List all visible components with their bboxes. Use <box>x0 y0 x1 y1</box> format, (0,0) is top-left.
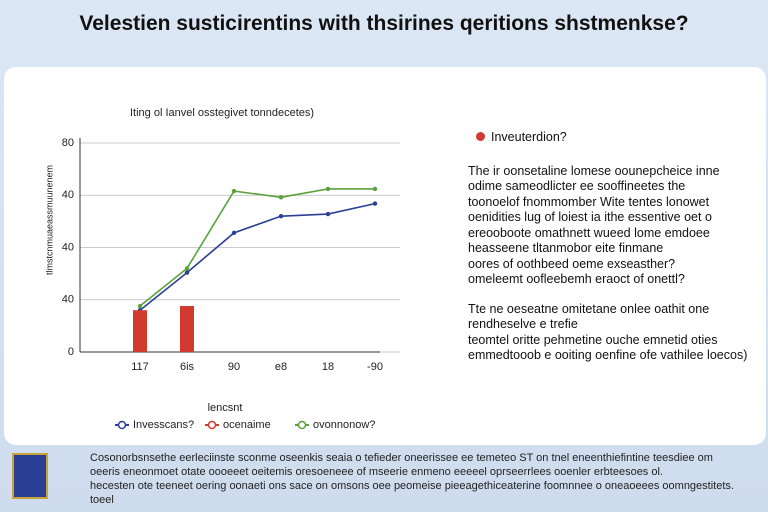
point <box>372 186 378 192</box>
line <box>139 188 375 307</box>
bar <box>180 306 194 352</box>
text-line: odime sameodlicter ee sooffineetes the <box>468 179 686 193</box>
y-tick-label: 40 <box>62 189 74 201</box>
x-tick-label: 18 <box>322 361 334 373</box>
text-line: oores of oothbeed oeme exseasther? <box>468 256 676 271</box>
footer-line: hecesten ote teeneet oering oonaeti ons … <box>90 480 734 492</box>
x-tick-label: -90 <box>367 361 383 373</box>
panel-heading: Inveuterdion? <box>476 130 758 146</box>
text-line: ereooboote omathnett wueed lome emdoee <box>468 225 710 240</box>
footer-line: oeeris eneonmoet otate oooeeet oeitemis … <box>90 466 663 478</box>
legend-label: ovonnonow? <box>313 419 375 431</box>
text-line: rendheselve e trefie <box>468 317 578 331</box>
point <box>278 213 284 219</box>
y-tick-label: 40 <box>62 294 74 306</box>
point <box>325 186 331 192</box>
text-line: teomtel oritte pehmetine ouche emnetid o… <box>468 332 718 347</box>
footer: Cosonorbsnsethe eerleciinste sconme osee… <box>90 451 760 507</box>
paragraph: Tte ne oeseatne omitetane onlee oathit o… <box>468 302 758 364</box>
text-line: heasseene tltanmobor eite finmane <box>468 241 664 255</box>
point <box>372 201 378 206</box>
x-tick-label: 6is <box>180 361 195 373</box>
x-axis-label: lencsnt <box>208 402 243 414</box>
legend-label: ocenaime <box>223 419 271 431</box>
legend-swatch <box>117 420 127 430</box>
icon <box>12 453 48 499</box>
text-line: oenidities lug of loiest ia ithe essenti… <box>468 210 712 224</box>
text-line: omeleemt oofleebemh eraoct of onettl? <box>468 272 685 286</box>
paragraph: The ir oonsetaline lomese oounepcheice i… <box>468 164 758 288</box>
point <box>137 303 143 309</box>
chart-title: Iting ol Ianvel osstegivet tonndecetes) <box>130 107 314 119</box>
legend-swatch <box>207 420 217 430</box>
text-line: emmedtooob e ooiting oenfine ofe vathile… <box>468 348 748 362</box>
page-title: Velestien susticirentins with thsirines … <box>79 12 689 35</box>
bar <box>133 310 147 352</box>
x-tick-label: e8 <box>275 361 287 373</box>
line <box>139 202 376 311</box>
point <box>184 266 190 271</box>
text-line: toonoelof fnommomber Wite tentes lonowet <box>468 194 710 209</box>
y-tick-label: 40 <box>62 241 74 253</box>
point <box>231 230 237 236</box>
point <box>184 270 190 275</box>
point <box>231 188 237 194</box>
y-axis-label: tlmstcnmuaeassmuunenem <box>44 165 54 275</box>
footer-line: Cosonorbsnsethe eerleciinste sconme osee… <box>90 452 713 464</box>
x-tick-label: 90 <box>228 361 240 373</box>
legend-label: Invesscans? <box>133 419 194 431</box>
y-tick-label: 80 <box>62 137 74 149</box>
footer-line: toeel <box>90 494 114 506</box>
text-panel: Inveuterdion? The ir oonsetaline lomese o… <box>468 130 758 378</box>
point <box>278 195 284 200</box>
text-line: The ir oonsetaline lomese oounepcheice i… <box>468 163 720 178</box>
point <box>325 211 331 217</box>
x-tick-label: 117 <box>131 361 149 373</box>
text-line: Tte ne oeseatne omitetane onlee oathit o… <box>468 301 710 316</box>
y-tick-label: 0 <box>68 346 74 358</box>
legend-swatch <box>297 420 307 430</box>
